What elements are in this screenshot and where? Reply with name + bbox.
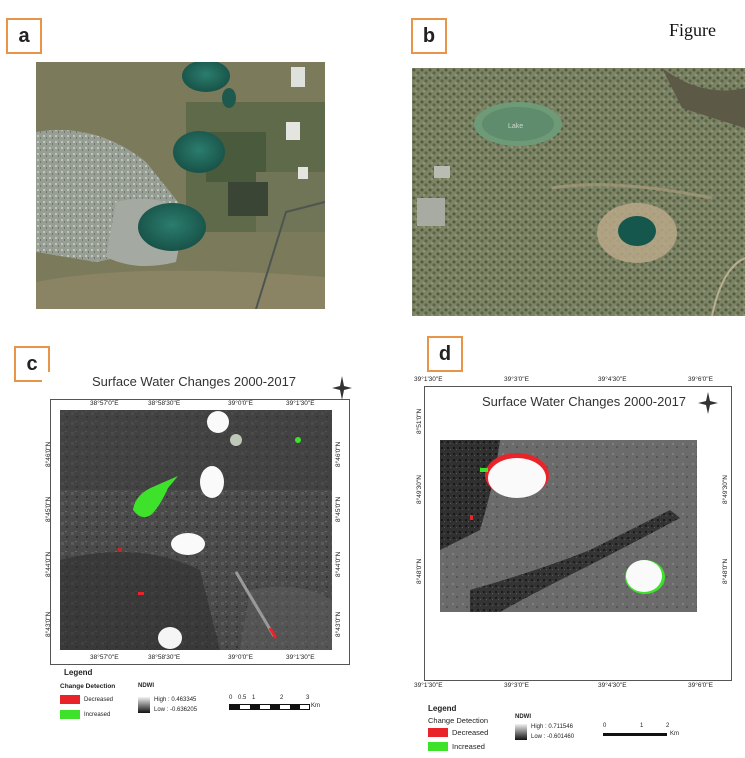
legend-d-scale-label: 1 [640,723,644,729]
legend-c-change-title: Change Detection [60,683,116,690]
figure-caption-word: Figure [669,20,716,40]
map-d: 39°1'30"E 39°3'0"E 39°4'30"E 39°6'0"E Su… [412,374,740,698]
map-c-bottom-coord: 38°58'30"E [148,654,181,661]
legend-c-ndwi-high: High : 0.463345 [154,697,197,703]
legend-c-scale-label: 2 [280,695,284,701]
north-arrow-icon [698,392,718,414]
legend-c-scale-label: 1 [252,695,256,701]
panel-label-b: b [411,18,447,54]
legend-c-ndwi-low: Low : -0.636205 [154,707,198,713]
map-d-side-coord: 8°51'0"N [416,408,423,434]
legend-d-title: Legend [428,704,457,713]
north-arrow-icon [332,376,352,400]
legend-c-scale-bar [229,704,310,710]
panel-label-c: c [14,346,50,382]
map-c-top-coord: 39°1'30"E [286,400,315,407]
legend-c-decreased-label: Decreased [84,697,114,703]
legend-c-scale-label: 0 [229,695,233,701]
legend-c-ndwi-title: NDWI [138,683,154,689]
legend-d-increased-swatch [428,742,448,751]
legend-d-ndwi-low: Low : -0.601460 [531,734,575,740]
panel-label-d: d [427,336,463,372]
legend-c-scale-label: 0.5 [238,695,247,701]
map-c-side-coord: 8°46'0"N [45,441,52,467]
legend-c-ndwi-ramp [138,697,150,713]
map-d-top-coord: 39°1'30"E [414,376,443,383]
legend-d-decreased-swatch [428,728,448,737]
legend-d-increased-label: Increased [452,742,485,751]
legend-d-ndwi-high: High : 0.711546 [531,724,573,730]
map-c-side-coord: 8°45'0"N [45,496,52,522]
map-d-title: Surface Water Changes 2000-2017 [482,394,687,409]
legend-d-ndwi-title: NDWI [515,714,531,720]
map-c-bottom-coord: 39°0'0"E [228,654,253,661]
map-d-side-coord-right: 8°49'30"N [722,475,729,504]
map-d-bottom-coord: 39°3'0"E [504,682,529,689]
legend-d-scale-unit: Km [670,731,679,737]
map-d-top-coord: 39°6'0"E [688,376,713,383]
map-c-bottom-coord: 39°1'30"E [286,654,315,661]
panel-label-a: a [6,18,42,54]
legend-c-scale-unit: Km [311,703,320,709]
satellite-image-a [36,62,325,309]
map-d-bottom-coord: 39°1'30"E [414,682,443,689]
legend-d-scale-bar [603,733,667,736]
map-d-side-coord: 8°48'0"N [416,558,423,584]
lake-label-b: Lake [508,123,523,130]
map-d-side-coord-right: 8°48'0"N [722,558,729,584]
map-c-side-coord-right: 8°43'0"N [335,611,342,637]
map-c-side-coord-right: 8°44'0"N [335,551,342,577]
map-d-raster [440,440,697,612]
legend-d-change-title: Change Detection [428,716,489,725]
map-c-raster [60,410,332,650]
map-c-top-coord: 39°0'0"E [228,400,253,407]
map-c: Surface Water Changes 2000-2017 38°57'0"… [42,372,352,665]
legend-d-decreased-label: Decreased [452,728,489,737]
map-c-frame [50,399,350,665]
map-c-title: Surface Water Changes 2000-2017 [92,374,297,389]
map-c-top-coord: 38°57'0"E [90,400,119,407]
map-d-top-coord: 39°4'30"E [598,376,627,383]
legend-c-increased-label: Increased [84,712,111,718]
legend-d-scale-label: 2 [666,723,670,729]
legend-c-increased-swatch [60,710,80,719]
map-d-frame [424,386,732,681]
map-c-side-coord-right: 8°45'0"N [335,496,342,522]
map-d-top-coord: 39°3'0"E [504,376,529,383]
map-c-top-coord: 38°58'30"E [148,400,181,407]
map-d-bottom-coord: 39°6'0"E [688,682,713,689]
map-c-side-coord: 8°44'0"N [45,551,52,577]
map-c-bottom-coord: 38°57'0"E [90,654,119,661]
legend-c-title: Legend [64,668,93,677]
legend-d-ndwi-ramp [515,724,527,740]
legend-c-decreased-swatch [60,695,80,704]
map-c-side-coord-right: 8°46'0"N [335,441,342,467]
legend-c-scale-label: 3 [306,695,310,701]
map-c-side-coord: 8°43'0"N [45,611,52,637]
legend-d-scale-label: 0 [603,723,607,729]
map-d-bottom-coord: 39°4'30"E [598,682,627,689]
map-d-side-coord: 8°49'30"N [416,475,423,504]
satellite-image-b: Lake [412,68,745,316]
